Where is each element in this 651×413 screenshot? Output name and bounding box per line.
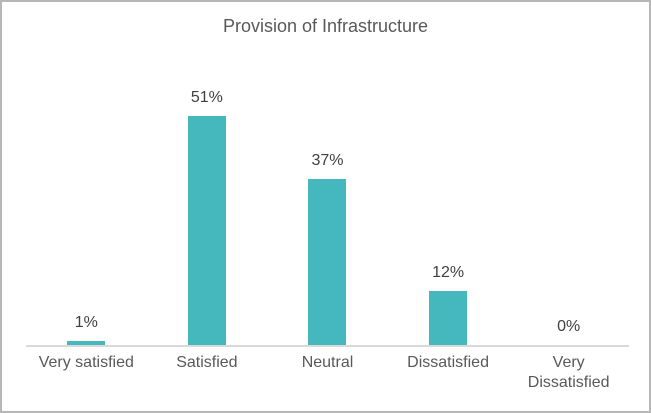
category-label: Very satisfied <box>38 354 134 371</box>
bar-value-label: 37% <box>311 151 344 169</box>
bar-group: 0% <box>508 62 629 345</box>
bar <box>308 178 347 345</box>
bar-group: 12% <box>388 62 509 345</box>
bar-value-label: 1% <box>74 313 98 331</box>
bar-value-label: 12% <box>432 264 465 281</box>
bar-group: 37% <box>267 62 388 345</box>
chart-title: Provision of Infrastructure <box>222 16 429 36</box>
bar-group: 51% <box>147 62 268 345</box>
bar-value-label: 51% <box>190 88 223 106</box>
bar <box>67 340 106 345</box>
bar <box>187 115 226 345</box>
category-label: Very Dissatisfied <box>527 354 610 391</box>
bar-value-label: 0% <box>557 318 581 335</box>
bar-group: 1% <box>26 62 147 345</box>
bar <box>429 291 468 345</box>
category-label: Satisfied <box>176 354 238 371</box>
category-axis: Very satisfied Satisfied Neutral Dissatisfi… <box>26 353 629 393</box>
plot-area: 1% 51% 37% 12% 0% <box>26 62 629 347</box>
category-label: Dissatisfied <box>407 354 489 371</box>
category-label: Neutral <box>301 354 354 371</box>
